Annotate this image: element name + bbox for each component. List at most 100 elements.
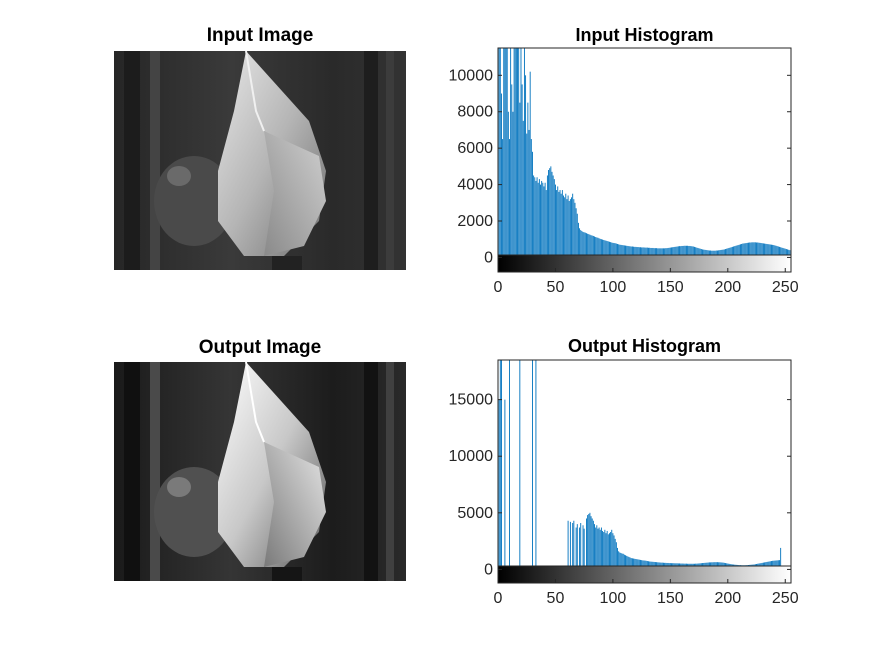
histogram-bar xyxy=(600,239,602,258)
histogram-bar xyxy=(745,243,747,258)
histogram-bar xyxy=(543,186,545,258)
histogram-bar xyxy=(754,242,756,258)
histogram-bar xyxy=(626,555,628,570)
histogram-bar xyxy=(586,233,587,258)
histogram-bar xyxy=(525,75,527,258)
histogram-bar xyxy=(509,360,510,570)
histogram-bar xyxy=(735,245,737,258)
histogram-bar xyxy=(605,533,607,570)
histogram-bar xyxy=(592,235,594,258)
histogram-bar xyxy=(556,190,558,258)
histogram-bar xyxy=(691,246,693,258)
histogram-bar xyxy=(652,247,654,258)
histogram-bar xyxy=(728,247,730,258)
histogram-bar xyxy=(612,533,614,570)
histogram-bar xyxy=(603,532,605,570)
histogram-bar xyxy=(573,520,575,570)
histogram-bar xyxy=(580,523,582,570)
histogram-bar xyxy=(669,247,671,258)
histogram-bar xyxy=(499,360,501,570)
histogram-bar xyxy=(666,248,668,258)
histogram-bar xyxy=(780,547,782,570)
histogram-bar xyxy=(622,245,624,258)
histogram-bar xyxy=(775,245,777,258)
histogram-bar xyxy=(627,245,629,258)
histogram-bar xyxy=(737,245,739,258)
histogram-bar xyxy=(534,177,536,258)
histogram-bar xyxy=(695,247,697,258)
histogram-bar xyxy=(579,228,581,258)
histogram-bar xyxy=(572,523,574,570)
histogram-bar xyxy=(648,561,649,570)
histogram-bar xyxy=(553,179,555,258)
histogram-bar xyxy=(698,248,700,258)
histogram-bar xyxy=(617,547,618,570)
x-tick-label: 250 xyxy=(772,279,799,296)
histogram-bar xyxy=(637,559,639,570)
y-tick-label: 15000 xyxy=(449,392,494,409)
histogram-bar xyxy=(535,360,537,570)
histogram-bar xyxy=(504,48,506,258)
histogram-bar xyxy=(502,139,504,258)
histogram-bar xyxy=(784,248,786,258)
histogram-bar xyxy=(530,139,532,258)
histogram-bar xyxy=(689,245,691,258)
x-tick-label: 150 xyxy=(657,590,684,607)
histogram-bar xyxy=(575,208,577,258)
histogram-bar xyxy=(546,175,548,258)
histogram-bar xyxy=(577,222,579,258)
x-tick-label: 0 xyxy=(494,279,503,296)
histogram-bar xyxy=(657,248,659,258)
axes-box xyxy=(497,47,792,273)
histogram-bar xyxy=(649,561,651,570)
histogram-bar xyxy=(681,245,683,258)
histogram-bar xyxy=(517,48,518,258)
histogram-bar xyxy=(713,250,715,258)
histogram-bar xyxy=(620,244,622,258)
histogram-bar xyxy=(499,48,501,258)
histogram-bar xyxy=(769,244,771,258)
x-tick-label: 150 xyxy=(657,279,684,296)
histogram-bar xyxy=(591,235,593,258)
histogram-bar xyxy=(582,525,584,570)
histogram-bar xyxy=(785,249,787,258)
histogram-bar xyxy=(761,243,763,258)
histogram-bar xyxy=(631,246,633,258)
histogram-bar xyxy=(743,243,745,258)
histogram-bar xyxy=(642,560,644,570)
histogram-bar xyxy=(611,529,613,570)
histogram-bar xyxy=(750,242,752,258)
histogram-bar xyxy=(588,513,590,570)
histogram-bar xyxy=(780,247,782,258)
histogram-bar xyxy=(712,250,714,258)
histogram-bar xyxy=(498,399,500,570)
histogram-bar xyxy=(739,244,741,258)
histogram-bar xyxy=(594,236,595,258)
histogram-bar xyxy=(710,250,712,258)
histogram-bar xyxy=(645,247,647,258)
histogram-bar xyxy=(636,559,638,570)
histogram-bar xyxy=(777,560,779,570)
histogram-bar xyxy=(696,247,698,258)
histogram-bar xyxy=(550,166,552,258)
histogram-bar xyxy=(587,233,589,258)
histogram-bar xyxy=(574,202,576,258)
y-tick-label: 10000 xyxy=(449,67,494,84)
histogram-bar xyxy=(549,168,551,258)
histogram-bar xyxy=(594,524,595,570)
histogram-bar xyxy=(774,560,776,570)
histogram-bar xyxy=(753,242,755,258)
histogram-bar xyxy=(631,558,633,570)
histogram-bar xyxy=(776,246,778,258)
histogram-bar xyxy=(641,247,643,258)
histogram-bar xyxy=(643,560,645,570)
histogram-bar xyxy=(557,186,559,258)
histogram-bar xyxy=(498,48,500,258)
histogram-bar xyxy=(542,182,544,258)
histogram-bar xyxy=(621,553,623,570)
histogram-bar xyxy=(598,527,600,570)
histogram-bar xyxy=(653,248,655,258)
histogram-bar xyxy=(544,182,546,258)
histogram-bar xyxy=(700,249,702,258)
lotus-bud-picture xyxy=(114,51,406,270)
